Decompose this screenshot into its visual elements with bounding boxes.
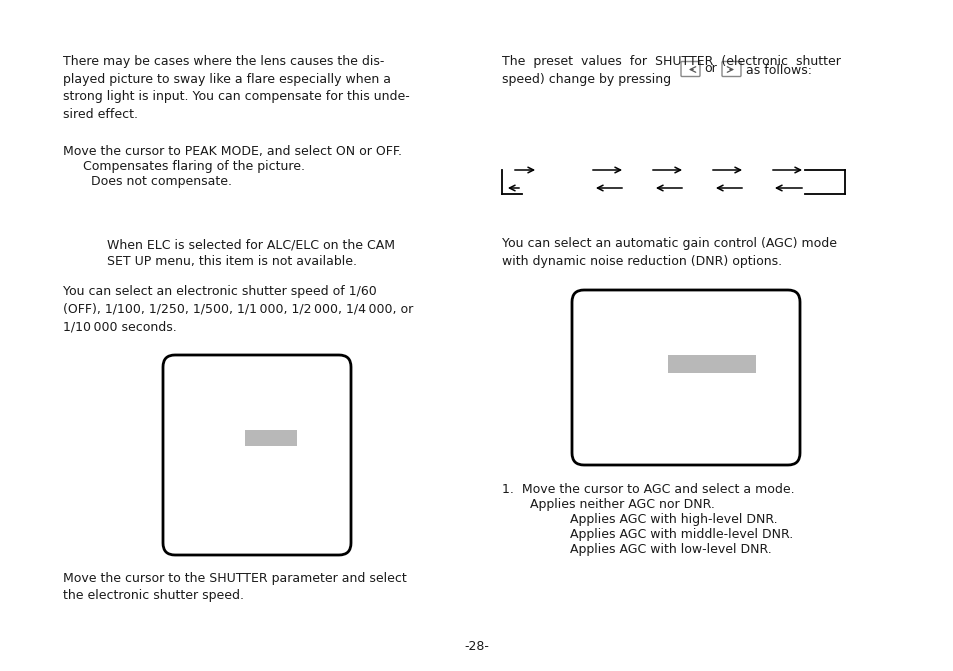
Text: Applies neither AGC nor DNR.: Applies neither AGC nor DNR. <box>530 498 714 511</box>
Text: When ELC is selected for ALC/ELC on the CAM
SET UP menu, this item is not availa: When ELC is selected for ALC/ELC on the … <box>107 238 395 268</box>
FancyBboxPatch shape <box>680 62 700 76</box>
Text: The  preset  values  for  SHUTTER  (electronic  shutter
speed) change by pressin: The preset values for SHUTTER (electroni… <box>501 55 840 85</box>
FancyBboxPatch shape <box>163 355 351 555</box>
Text: Move the cursor to the SHUTTER parameter and select
the electronic shutter speed: Move the cursor to the SHUTTER parameter… <box>63 572 406 603</box>
Text: Applies AGC with low-level DNR.: Applies AGC with low-level DNR. <box>569 543 771 556</box>
Text: as follows:: as follows: <box>745 64 811 77</box>
Bar <box>245 430 296 446</box>
FancyBboxPatch shape <box>721 62 740 76</box>
Text: Applies AGC with high-level DNR.: Applies AGC with high-level DNR. <box>569 513 777 526</box>
Text: You can select an electronic shutter speed of 1/60
(OFF), 1/100, 1/250, 1/500, 1: You can select an electronic shutter spe… <box>63 285 413 333</box>
Text: You can select an automatic gain control (AGC) mode
with dynamic noise reduction: You can select an automatic gain control… <box>501 237 836 268</box>
Text: or: or <box>703 62 716 76</box>
Text: -28-: -28- <box>464 640 489 653</box>
Bar <box>667 355 755 373</box>
Text: There may be cases where the lens causes the dis-
played picture to sway like a : There may be cases where the lens causes… <box>63 55 410 121</box>
Text: 1.  Move the cursor to AGC and select a mode.: 1. Move the cursor to AGC and select a m… <box>501 483 794 496</box>
Text: Does not compensate.: Does not compensate. <box>91 175 232 188</box>
Text: Compensates flaring of the picture.: Compensates flaring of the picture. <box>83 160 305 173</box>
Text: Applies AGC with middle-level DNR.: Applies AGC with middle-level DNR. <box>569 528 792 541</box>
Text: Move the cursor to PEAK MODE, and select ON or OFF.: Move the cursor to PEAK MODE, and select… <box>63 145 401 158</box>
FancyBboxPatch shape <box>572 290 800 465</box>
